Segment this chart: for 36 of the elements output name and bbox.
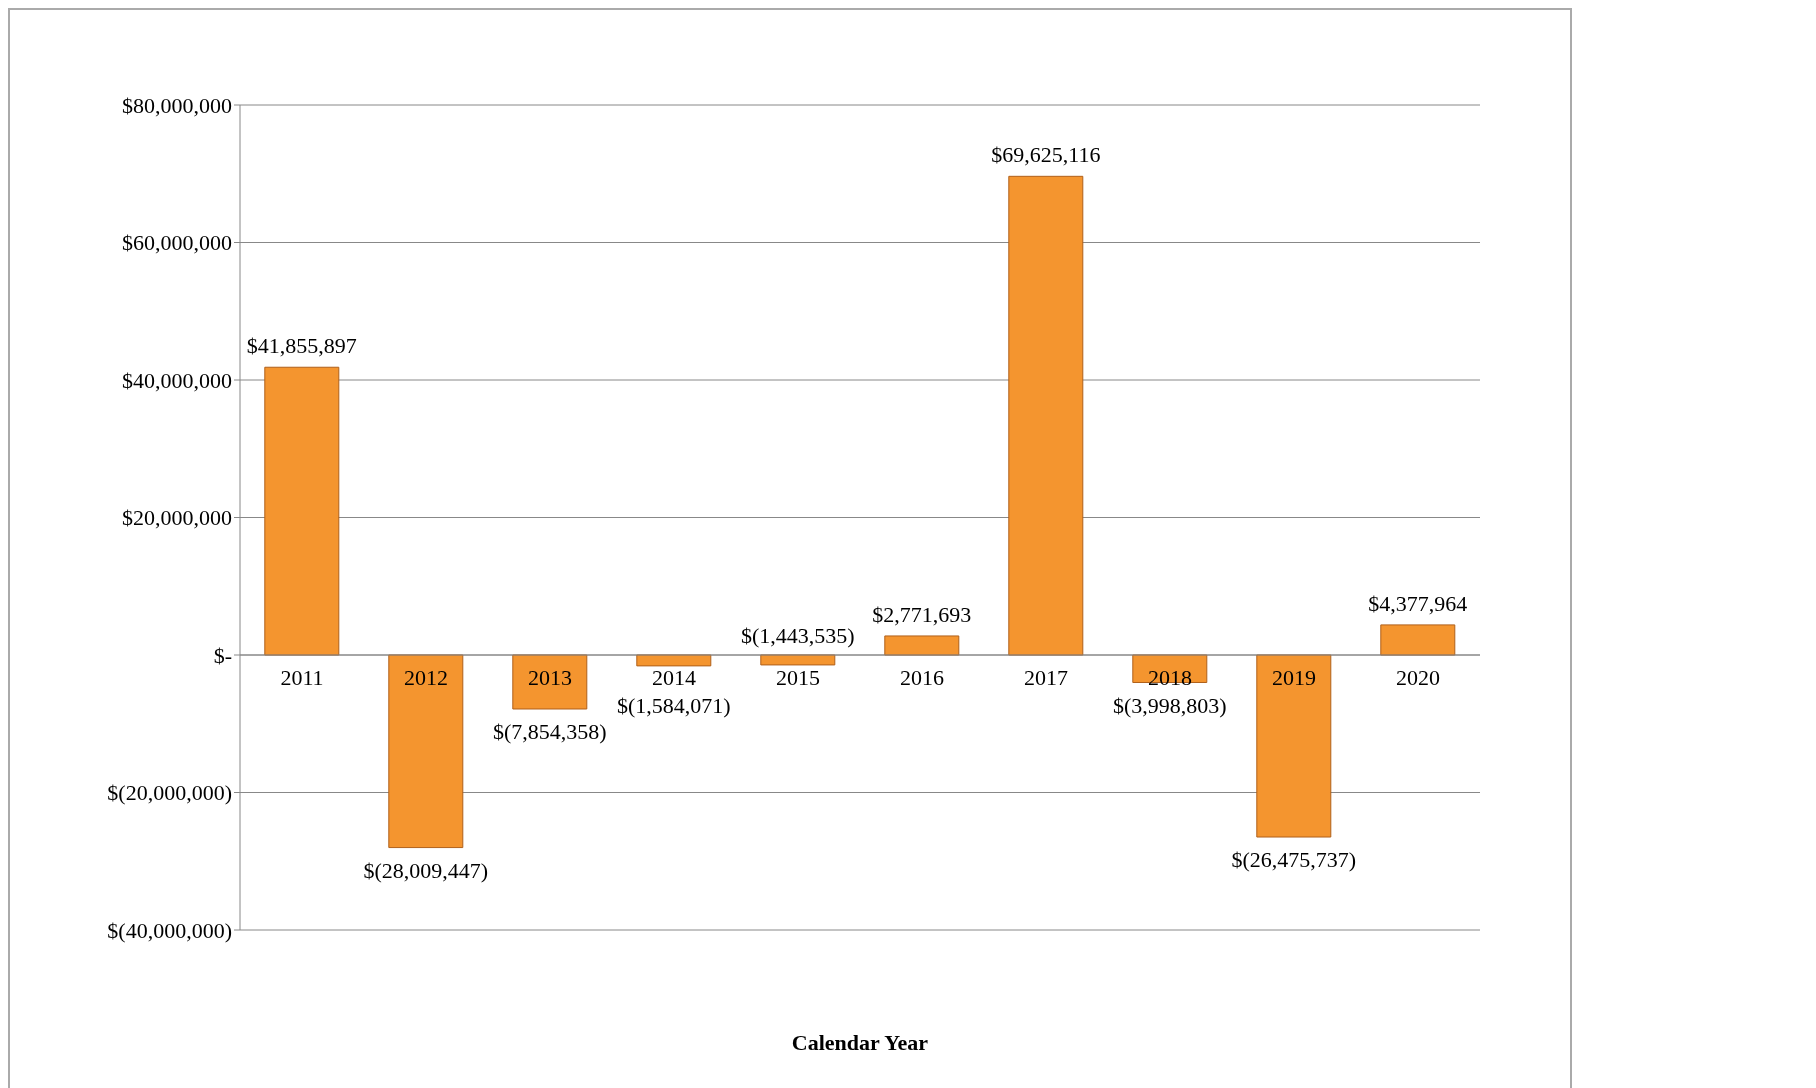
data-label: $2,771,693 — [872, 601, 972, 627]
bar — [884, 635, 960, 656]
x-tick-label: 2014 — [652, 665, 696, 690]
x-tick-label: 2020 — [1396, 665, 1440, 690]
x-tick-label: 2013 — [528, 665, 572, 690]
x-tick-label: 2016 — [900, 665, 944, 690]
x-tick-label: 2015 — [776, 665, 820, 690]
bar — [512, 654, 588, 710]
x-tick-label: 2017 — [1024, 665, 1068, 690]
bar — [760, 654, 836, 666]
data-label: $(1,584,071) — [616, 693, 731, 718]
data-label: $(1,443,535) — [740, 623, 855, 648]
x-tick-label: 2011 — [280, 665, 324, 690]
y-tick-label: $20,000,000 — [122, 505, 232, 531]
bar — [1008, 175, 1084, 656]
data-label: $(26,475,737) — [1231, 847, 1357, 873]
y-tick-label: $(20,000,000) — [107, 780, 232, 806]
bar — [1256, 654, 1332, 838]
bar — [636, 654, 712, 667]
y-tick-label: $40,000,000 — [122, 367, 232, 393]
data-label: $(7,854,358) — [492, 719, 607, 744]
data-label: $(28,009,447) — [363, 857, 489, 883]
y-tick-label: $(40,000,000) — [107, 917, 232, 943]
data-label: $69,625,116 — [991, 142, 1101, 168]
y-tick-label: $- — [213, 642, 232, 668]
data-label: $41,855,897 — [246, 333, 357, 359]
bar — [1380, 624, 1456, 656]
y-tick-label: $80,000,000 — [122, 92, 232, 118]
data-label: $4,377,964 — [1368, 590, 1468, 616]
bar — [388, 654, 464, 849]
x-axis-title: Calendar Year — [791, 1030, 929, 1055]
data-label: $(3,998,803) — [1112, 693, 1227, 718]
x-tick-label: 2012 — [404, 665, 448, 690]
x-tick-label: 2019 — [1272, 665, 1316, 690]
bar — [264, 366, 340, 656]
y-tick-label: $60,000,000 — [122, 230, 232, 256]
